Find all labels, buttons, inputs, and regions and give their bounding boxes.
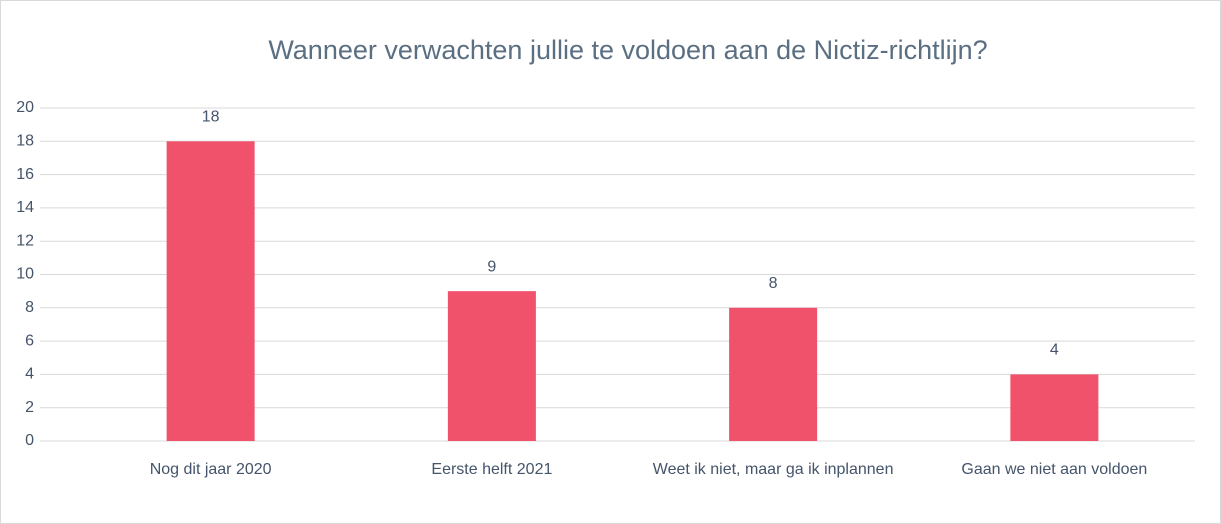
bar — [729, 307, 818, 441]
chart-title: Wanneer verwachten jullie te voldoen aan… — [268, 35, 987, 65]
y-tick-label: 16 — [16, 166, 34, 183]
data-label: 4 — [1050, 342, 1059, 359]
data-label: 9 — [487, 258, 496, 275]
x-tick-label: Gaan we niet aan voldoen — [961, 461, 1147, 478]
y-tick-label: 4 — [25, 366, 34, 383]
data-label: 8 — [769, 275, 778, 292]
y-tick-label: 8 — [25, 299, 34, 316]
x-tick-label: Weet ik niet, maar ga ik inplannen — [653, 461, 894, 478]
y-tick-label: 6 — [25, 332, 34, 349]
bar — [166, 141, 255, 442]
x-tick-label: Nog dit jaar 2020 — [150, 461, 272, 478]
bar — [1010, 374, 1099, 441]
bar — [447, 291, 536, 441]
y-tick-label: 14 — [16, 199, 34, 216]
y-tick-label: 20 — [16, 99, 34, 116]
data-label: 18 — [202, 109, 220, 126]
y-tick-label: 12 — [16, 232, 34, 249]
y-tick-label: 0 — [25, 432, 34, 449]
x-tick-label: Eerste helft 2021 — [431, 461, 552, 478]
y-tick-label: 18 — [16, 133, 34, 150]
y-tick-label: 10 — [16, 266, 34, 283]
y-tick-label: 2 — [25, 399, 34, 416]
